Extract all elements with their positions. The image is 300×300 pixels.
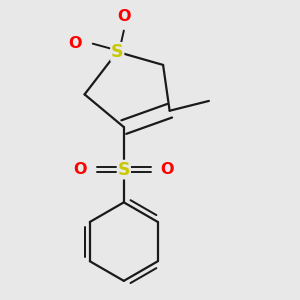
- Text: O: O: [117, 9, 130, 24]
- Text: S: S: [118, 160, 130, 178]
- Text: S: S: [111, 43, 124, 61]
- Text: O: O: [160, 162, 174, 177]
- Text: O: O: [74, 162, 87, 177]
- Text: O: O: [68, 36, 82, 51]
